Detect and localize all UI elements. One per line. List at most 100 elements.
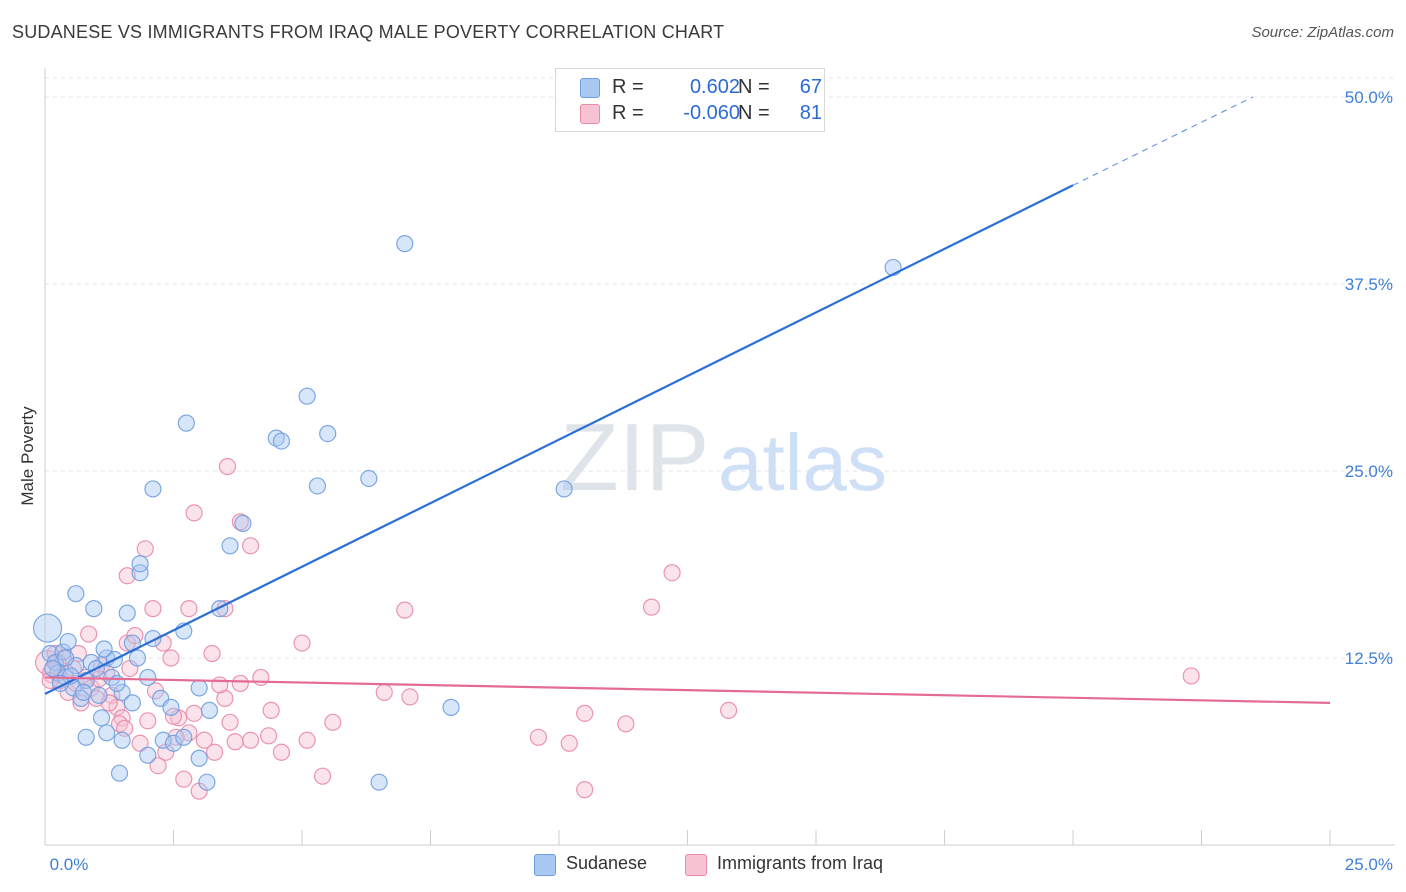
- data-point-sudanese: [154, 731, 172, 749]
- data-point-sudanese: [298, 387, 316, 405]
- data-point-sudanese: [110, 764, 129, 782]
- data-point-iraq: [72, 694, 90, 712]
- x-tick-label: 25.0%: [1345, 855, 1393, 874]
- data-point-iraq: [131, 734, 149, 752]
- data-point-iraq: [136, 540, 154, 558]
- y-tick-label: 50.0%: [1345, 88, 1393, 107]
- data-point-iraq: [1182, 667, 1200, 685]
- data-point-iraq: [663, 564, 681, 582]
- data-point-sudanese: [77, 728, 95, 746]
- data-point-sudanese: [190, 749, 208, 767]
- grid-layer: [45, 77, 1395, 659]
- watermark-atlas: atlas: [718, 418, 887, 507]
- data-point-sudanese: [128, 649, 147, 667]
- data-point-sudanese: [555, 480, 573, 498]
- data-point-iraq: [720, 701, 738, 719]
- data-point-sudanese: [113, 731, 131, 749]
- data-point-iraq: [144, 600, 162, 618]
- data-point-sudanese: [221, 537, 239, 555]
- legend-swatch-sudanese: [534, 854, 556, 876]
- data-point-sudanese: [56, 649, 75, 667]
- data-point-sudanese: [198, 773, 216, 791]
- trend-layer: [44, 96, 1331, 704]
- data-point-iraq: [259, 727, 278, 745]
- data-point-sudanese: [74, 683, 93, 702]
- data-point-sudanese: [267, 429, 285, 447]
- data-point-iraq: [180, 600, 198, 618]
- data-point-iraq: [211, 676, 229, 694]
- trend-line-sudanese-extension: [1072, 96, 1254, 186]
- chart-title: SUDANESE VS IMMIGRANTS FROM IRAQ MALE PO…: [12, 22, 725, 42]
- data-point-iraq: [396, 601, 414, 619]
- data-point-sudanese: [92, 709, 111, 727]
- data-point-sudanese: [44, 659, 62, 678]
- data-point-sudanese: [360, 469, 378, 488]
- data-point-sudanese: [131, 564, 149, 582]
- axis-layer: [44, 68, 1395, 846]
- y-axis-label: Male Poverty: [18, 406, 37, 506]
- data-point-iraq: [162, 649, 180, 667]
- data-point-iraq: [242, 537, 260, 555]
- data-point-iraq: [576, 781, 594, 799]
- data-point-sudanese: [308, 477, 327, 495]
- data-point-iraq: [242, 731, 260, 749]
- data-point-sudanese: [41, 644, 59, 663]
- data-point-iraq: [293, 634, 311, 652]
- data-point-sudanese: [59, 632, 77, 651]
- legend-n-value: 81: [799, 102, 822, 124]
- legend-r-label: R =: [612, 102, 644, 124]
- x-tick-label: 0.0%: [50, 855, 89, 874]
- data-point-iraq: [252, 668, 270, 687]
- data-point-sudanese: [98, 724, 116, 742]
- data-point-sudanese: [175, 728, 193, 746]
- data-point-sudanese: [370, 773, 388, 791]
- data-point-sudanese: [162, 698, 180, 716]
- data-point-iraq: [218, 457, 237, 476]
- data-point-sudanese: [67, 585, 85, 603]
- data-point-sudanese: [95, 640, 113, 658]
- y-tick-label: 37.5%: [1345, 275, 1393, 294]
- data-point-iraq: [185, 504, 203, 522]
- legend-r-label: R =: [612, 76, 644, 98]
- data-point-iraq: [139, 712, 157, 730]
- data-point-iraq: [529, 728, 548, 746]
- data-point-sudanese: [123, 694, 141, 712]
- data-point-sudanese: [234, 514, 252, 532]
- data-point-sudanese: [118, 604, 136, 622]
- data-point-iraq: [80, 625, 98, 643]
- data-point-sudanese: [200, 701, 219, 719]
- data-point-iraq: [226, 733, 244, 751]
- y-tick-label: 25.0%: [1345, 462, 1393, 481]
- data-point-iraq: [324, 713, 342, 731]
- data-point-sudanese: [319, 425, 337, 443]
- data-point-sudanese: [32, 613, 63, 643]
- legend-r-value: 0.602: [689, 76, 740, 98]
- legend-swatch-iraq: [685, 854, 707, 876]
- data-point-sudanese: [164, 734, 183, 752]
- data-point-sudanese: [190, 679, 208, 697]
- data-point-iraq: [262, 701, 280, 719]
- data-point-iraq: [642, 598, 661, 616]
- y-tick-label: 12.5%: [1345, 649, 1393, 668]
- legend-swatch-iraq: [580, 104, 600, 124]
- legend-n-label: N =: [738, 76, 770, 98]
- legend-n-value: 67: [799, 76, 822, 98]
- data-point-iraq: [118, 567, 136, 585]
- data-point-sudanese: [396, 235, 414, 253]
- data-point-iraq: [576, 704, 594, 722]
- legend-label-iraq: Immigrants from Iraq: [717, 853, 884, 873]
- data-point-iraq: [206, 743, 224, 761]
- data-point-iraq: [272, 743, 291, 761]
- legend-n-label: N =: [738, 102, 770, 124]
- data-point-iraq: [298, 731, 316, 749]
- data-point-sudanese: [272, 432, 291, 450]
- data-point-sudanese: [144, 480, 162, 498]
- data-point-sudanese: [177, 414, 195, 432]
- watermark: ZIP atlas: [560, 404, 887, 511]
- trend-line-iraq: [44, 676, 1331, 704]
- data-point-iraq: [195, 731, 213, 749]
- data-point-iraq: [185, 704, 203, 722]
- data-point-iraq: [617, 715, 635, 733]
- watermark-zip: ZIP: [560, 404, 709, 511]
- data-point-sudanese: [139, 668, 157, 687]
